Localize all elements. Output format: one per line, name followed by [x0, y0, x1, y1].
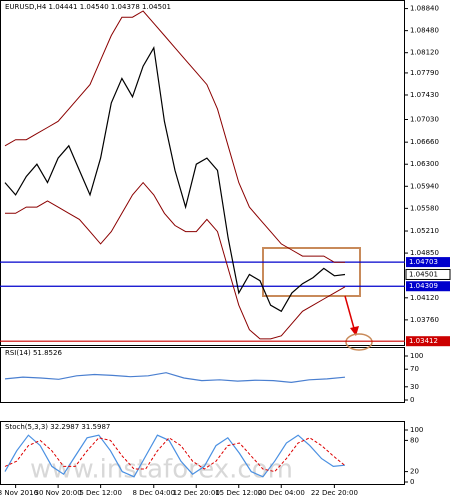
y-tick-label: 1.03760: [410, 316, 439, 324]
y-tick-label: 20: [410, 468, 419, 476]
y-tick-label: 1.08120: [410, 49, 439, 57]
series-line: [4, 434, 346, 478]
rsi-title: RSI(14) 51.8526: [5, 349, 62, 357]
y-tick-label: 1.04850: [410, 249, 439, 257]
y-tick-label: 1.04120: [410, 294, 439, 302]
x-tick-label: 30 Nov 20:00: [35, 489, 82, 497]
y-tick-label: 1.07790: [410, 69, 439, 77]
price-tag: [405, 268, 451, 280]
rsi-panel: [0, 347, 405, 403]
y-tick-label: 1.06300: [410, 160, 439, 168]
series-line: [5, 181, 346, 340]
y-tick-label: 1.05940: [410, 182, 439, 190]
level-label: 1.04309: [409, 282, 438, 290]
series-line: [4, 372, 346, 384]
x-tick-label: 8 Dec 04:00: [132, 489, 175, 497]
y-tick-label: 1.07030: [410, 115, 439, 123]
y-tick-label: 80: [410, 436, 419, 444]
chart-title: EURUSD,H4 1.04441 1.04540 1.04378 1.0450…: [5, 3, 171, 11]
y-tick-label: 70: [410, 365, 419, 373]
stoch-panel: [0, 421, 405, 485]
x-tick-label: 22 Dec 20:00: [311, 489, 358, 497]
level-tag: [406, 281, 450, 292]
series-line: [4, 10, 345, 263]
range-box: [262, 247, 361, 297]
level-label: 1.04703: [409, 258, 438, 266]
arrow: [344, 295, 356, 333]
y-tick-label: 1.05210: [410, 227, 439, 235]
series-line: [4, 46, 346, 313]
x-tick-label: 5 Dec 12:00: [79, 489, 122, 497]
y-tick-label: 30: [410, 383, 419, 391]
y-tick-label: 100: [410, 426, 423, 434]
y-tick-label: 100: [410, 352, 423, 360]
level-tag: [406, 257, 450, 268]
y-tick-label: 1.07430: [410, 91, 439, 99]
price-label: 1.04501: [409, 270, 438, 278]
y-tick-label: 0: [410, 396, 414, 404]
x-tick-label: 20 Dec 04:00: [258, 489, 305, 497]
y-tick-label: 1.08480: [410, 27, 439, 35]
x-tick-label: 28 Nov 2016: [0, 489, 39, 497]
x-tick-label: 15 Dec 12:00: [215, 489, 262, 497]
y-tick-label: 1.06660: [410, 138, 439, 146]
main-panel: [0, 0, 405, 346]
y-tick-label: 0: [410, 478, 414, 486]
y-tick-label: 1.05580: [410, 204, 439, 212]
stoch-title: Stoch(5,3,3) 32.2987 31.5987: [5, 423, 110, 431]
x-tick-label: 12 Dec 20:00: [173, 489, 220, 497]
level-tag: [406, 336, 450, 347]
y-tick-label: 1.08840: [410, 5, 439, 13]
target-ellipse: [345, 333, 373, 351]
watermark: www.instaforex.com: [30, 455, 293, 485]
level-label: 1.03412: [409, 337, 438, 345]
series-line: [4, 437, 346, 473]
